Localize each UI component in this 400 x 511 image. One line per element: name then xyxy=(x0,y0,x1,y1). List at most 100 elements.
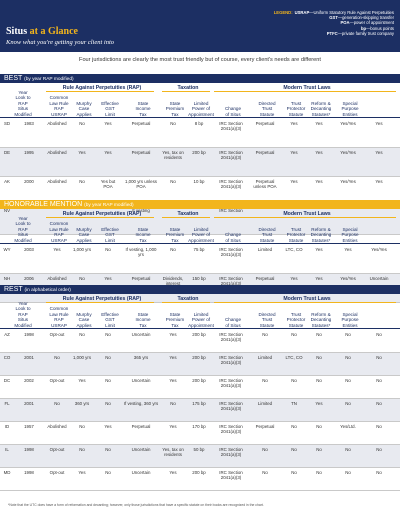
group-header: Rule Against Perpetuities (RAP) Taxation M… xyxy=(0,295,400,303)
table-cell: No xyxy=(376,332,382,337)
column-header-line: Statutes* xyxy=(311,237,331,243)
table-row: CO 2001 No 1,000 yrs No 365 yrs Yes 200 bp IRC S… xyxy=(0,353,400,376)
column-header: State Income Tax xyxy=(124,101,162,117)
group-underline xyxy=(46,302,154,303)
section-band: BEST (by year RAP modified) xyxy=(0,74,400,83)
column-header-line: USRAP xyxy=(51,111,67,117)
table-cell: Yes xyxy=(169,424,177,429)
column-header-line: Case xyxy=(78,317,90,323)
table-cell: Perpetual xyxy=(131,424,151,429)
column-header: Trust Protector Statute xyxy=(284,101,308,117)
column-header: Limited Power of Appointment xyxy=(188,312,214,328)
table-row: IL 1998 Opt-out No No Uncertain Yes, tax on re… xyxy=(0,445,400,468)
table-cell: No xyxy=(170,401,176,406)
table-cell: Yes xyxy=(290,150,298,155)
table-cell: Perpetual xyxy=(255,150,275,155)
legend-text: —power of appointment xyxy=(349,20,394,26)
table-cell: Opt-out xyxy=(49,378,65,383)
group-label: Taxation xyxy=(177,211,199,217)
column-header-line: Purpose xyxy=(341,232,359,238)
table-cell: No xyxy=(376,470,382,475)
column-header-line: Year xyxy=(18,216,28,221)
table-cell: No xyxy=(170,179,176,184)
column-header: Limited Power of Appointment xyxy=(188,227,214,243)
table-cell: 200 bp xyxy=(192,150,206,155)
column-header-line: Appointment xyxy=(188,322,214,328)
column-header-line: Trust xyxy=(290,100,302,106)
column-header-line: Decanting xyxy=(310,106,332,112)
table-cell: IRC Section 2041(a)(3) xyxy=(219,276,243,286)
table-cell: WY xyxy=(3,247,11,252)
table-cell: DE xyxy=(3,150,11,155)
column-header-line: Common xyxy=(49,306,69,312)
table-cell: NV xyxy=(3,208,11,213)
group-label: Rule Against Perpetuities (RAP) xyxy=(62,296,142,302)
table-cell: No xyxy=(291,424,297,429)
column-header-line: Trust xyxy=(261,106,273,112)
column-header: Year Look to RAP Situs Modified xyxy=(2,301,44,328)
column-header: Directed Trust Statute xyxy=(252,101,282,117)
footnote: *Note that the UTC does have a form of r… xyxy=(8,503,264,507)
table-cell: 8 bp xyxy=(194,121,204,126)
table-cell: Limited xyxy=(257,247,273,252)
table-cell: No xyxy=(262,447,268,452)
table-cell: No xyxy=(79,179,85,184)
column-header-line: Modified xyxy=(14,237,32,243)
column-header-line: Limited xyxy=(193,311,209,317)
table-row: SD 1983 Abolished No Yes Perpetual No 8 bp IRC S… xyxy=(0,119,400,148)
page-subtitle: Know what you're getting your client int… xyxy=(6,39,115,46)
legend-text: —private family trust company xyxy=(337,30,394,36)
column-header-line: of Situs xyxy=(225,237,241,243)
table-cell: Yes xyxy=(344,247,352,252)
table-cell: 50 bp xyxy=(193,447,205,452)
table-cell: Yes xyxy=(315,121,323,126)
table-cell: No xyxy=(105,470,111,475)
table-cell: IRC Section 2041(a)(3) xyxy=(219,447,243,457)
table-cell: No xyxy=(79,424,85,429)
table-cell: IRC Section 2041(a)(3) xyxy=(219,470,243,480)
table-cell: Yes xyxy=(169,470,177,475)
table-cell: No xyxy=(376,378,382,383)
legend: LEGEND: USRAP—Uniform Statutory Rule Agai… xyxy=(226,10,394,36)
column-header-line: State xyxy=(169,311,181,317)
table-cell: No xyxy=(170,247,176,252)
table-cell: Yes/Yes xyxy=(340,179,356,184)
table-cell: Yes xyxy=(169,355,177,360)
table-cell: Perpetual xyxy=(255,121,275,126)
table-cell: No xyxy=(345,332,351,337)
table-cell: 170 bp xyxy=(192,424,206,429)
column-header-line: Limit xyxy=(105,322,115,328)
table-cell: No xyxy=(345,470,351,475)
table-cell: Limited xyxy=(257,401,273,406)
column-header: Trust Protector Statute xyxy=(284,312,308,328)
legend-abbr: PTFC xyxy=(326,30,338,36)
table-cell: IRC Section 2041(a)(3) xyxy=(219,332,243,342)
column-header-line: Statutes* xyxy=(311,111,331,117)
column-header-line: Law Rule xyxy=(49,226,69,232)
table-row: FL 2001 No 360 yrs No If vesting, 360 yrs No 17… xyxy=(0,399,400,422)
column-header: Common Law Rule RAP USRAP xyxy=(48,221,70,243)
column-header: Effective GST Limit xyxy=(98,227,122,243)
section-sublabel: (by year RAP modified) xyxy=(84,203,134,208)
table-cell: Yes xyxy=(315,179,323,184)
column-header-line: USRAP xyxy=(51,322,67,328)
table-cell: Yes xyxy=(290,179,298,184)
table-cell: AK xyxy=(4,179,10,184)
table-cell: No xyxy=(291,332,297,337)
column-header-line: Protector xyxy=(286,317,306,323)
table-cell: No xyxy=(345,401,351,406)
column-header-line: Reform & xyxy=(311,100,331,106)
table-cell: MD xyxy=(3,470,11,475)
table-cell: 1998 xyxy=(24,470,34,475)
column-header: Effective GST Limit xyxy=(98,312,122,328)
column-header-line: Applies xyxy=(76,322,92,328)
table-cell: Yes/Ltd. xyxy=(340,424,356,429)
column-header-line: Look to xyxy=(15,221,31,227)
column-header-line: Murphy xyxy=(76,100,92,106)
column-header: Trust Protector Statute xyxy=(284,227,308,243)
table-cell: No xyxy=(291,470,297,475)
column-header-line: Law Rule xyxy=(49,100,69,106)
table-cell: Yes, tax on residents xyxy=(162,150,184,160)
group-label: Rule Against Perpetuities (RAP) xyxy=(62,211,142,217)
header-banner: LEGEND: USRAP—Uniform Statutory Rule Agai… xyxy=(0,0,400,52)
